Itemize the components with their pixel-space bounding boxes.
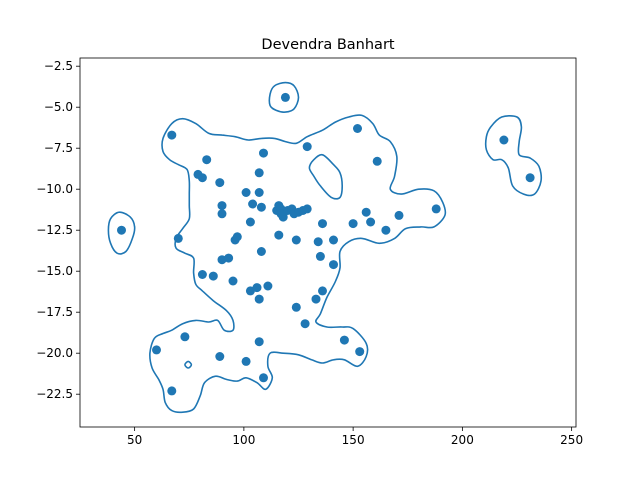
- scatter-point: [329, 235, 338, 245]
- scatter-point: [318, 286, 327, 296]
- scatter-point: [353, 124, 362, 133]
- scatter-point: [215, 352, 225, 361]
- plot-frame: [79, 57, 577, 428]
- scatter-point: [152, 345, 161, 355]
- scatter-point: [318, 219, 327, 229]
- point-layer: [117, 92, 535, 396]
- scatter-point: [274, 230, 284, 240]
- scatter-point: [339, 335, 349, 345]
- scatter-point: [208, 271, 218, 281]
- scatter-point: [291, 302, 301, 312]
- contour-right-island: [484, 115, 543, 197]
- scatter-point: [280, 92, 290, 102]
- y-tick-label: −17.5: [36, 305, 73, 319]
- y-tick-label: −20.0: [36, 346, 73, 360]
- scatter-point: [167, 386, 177, 396]
- contour-top-island: [268, 81, 300, 113]
- y-tick-label: −12.5: [36, 223, 73, 237]
- scatter-point: [525, 173, 535, 183]
- scatter-point: [217, 209, 227, 219]
- y-tick-label: −2.5: [44, 59, 73, 73]
- y-tick-label: −10.0: [36, 182, 73, 196]
- scatter-point: [394, 210, 404, 220]
- scatter-point: [256, 247, 266, 256]
- scatter-point: [173, 233, 183, 243]
- scatter-point: [202, 155, 212, 165]
- scatter-point: [254, 337, 264, 347]
- contour-main-region: [149, 114, 447, 414]
- scatter-point: [248, 199, 258, 209]
- scatter-point: [254, 188, 264, 197]
- scatter-point: [259, 373, 268, 383]
- scatter-point: [197, 173, 207, 183]
- y-tick-label: −15.0: [36, 264, 73, 278]
- scatter-point: [355, 347, 365, 357]
- scatter-point: [302, 204, 312, 214]
- contour-left-island: [107, 211, 136, 255]
- scatter-point: [361, 207, 371, 217]
- scatter-point: [499, 135, 509, 145]
- scatter-point: [278, 212, 288, 222]
- scatter-point: [245, 217, 255, 227]
- scatter-point: [300, 319, 310, 329]
- scatter-point: [254, 168, 264, 178]
- x-axis-ticks: 50 100 150 200 250: [127, 427, 583, 447]
- scatter-point: [291, 235, 301, 245]
- scatter-point: [228, 276, 238, 286]
- scatter-point: [311, 294, 321, 304]
- contour-tiny-loop: [184, 360, 193, 369]
- contour-inner-hole: [308, 153, 344, 200]
- y-tick-label: −7.5: [44, 141, 73, 155]
- scatter-point: [315, 251, 325, 261]
- x-tick-label: 250: [560, 433, 583, 447]
- scatter-point: [302, 142, 312, 152]
- scatter-point: [180, 332, 190, 342]
- scatter-point: [329, 260, 338, 270]
- x-tick-label: 200: [451, 433, 474, 447]
- scatter-point: [252, 283, 262, 293]
- scatter-point: [117, 225, 126, 235]
- x-tick-label: 150: [342, 433, 365, 447]
- x-tick-label: 50: [127, 433, 142, 447]
- scatter-point: [366, 217, 376, 227]
- scatter-point: [381, 225, 391, 235]
- scatter-point: [431, 204, 441, 214]
- scatter-point: [254, 294, 264, 304]
- scatter-point: [232, 232, 242, 242]
- y-tick-label: −22.5: [36, 387, 73, 401]
- scatter-point: [167, 130, 177, 140]
- scatter-point: [215, 178, 225, 188]
- scatter-point: [224, 253, 234, 263]
- scatter-point: [241, 356, 251, 366]
- x-tick-label: 100: [232, 433, 255, 447]
- scatter-point: [256, 202, 266, 212]
- scatter-point: [241, 188, 251, 197]
- scatter-point: [348, 219, 358, 229]
- scatter-point: [313, 237, 323, 247]
- y-tick-label: −5.0: [44, 100, 73, 114]
- contour-layer: [107, 81, 543, 414]
- scatter-point: [263, 281, 273, 291]
- scatter-point: [217, 201, 227, 211]
- chart-title: Devendra Banhart: [261, 37, 394, 53]
- y-axis-ticks: −2.5 −5.0 −7.5 −10.0 −12.5 −15.0 −17.5 −20.0 −22…: [36, 59, 80, 401]
- scatter-point: [197, 270, 207, 279]
- scatter-point: [372, 156, 382, 166]
- scatter-point: [259, 148, 268, 158]
